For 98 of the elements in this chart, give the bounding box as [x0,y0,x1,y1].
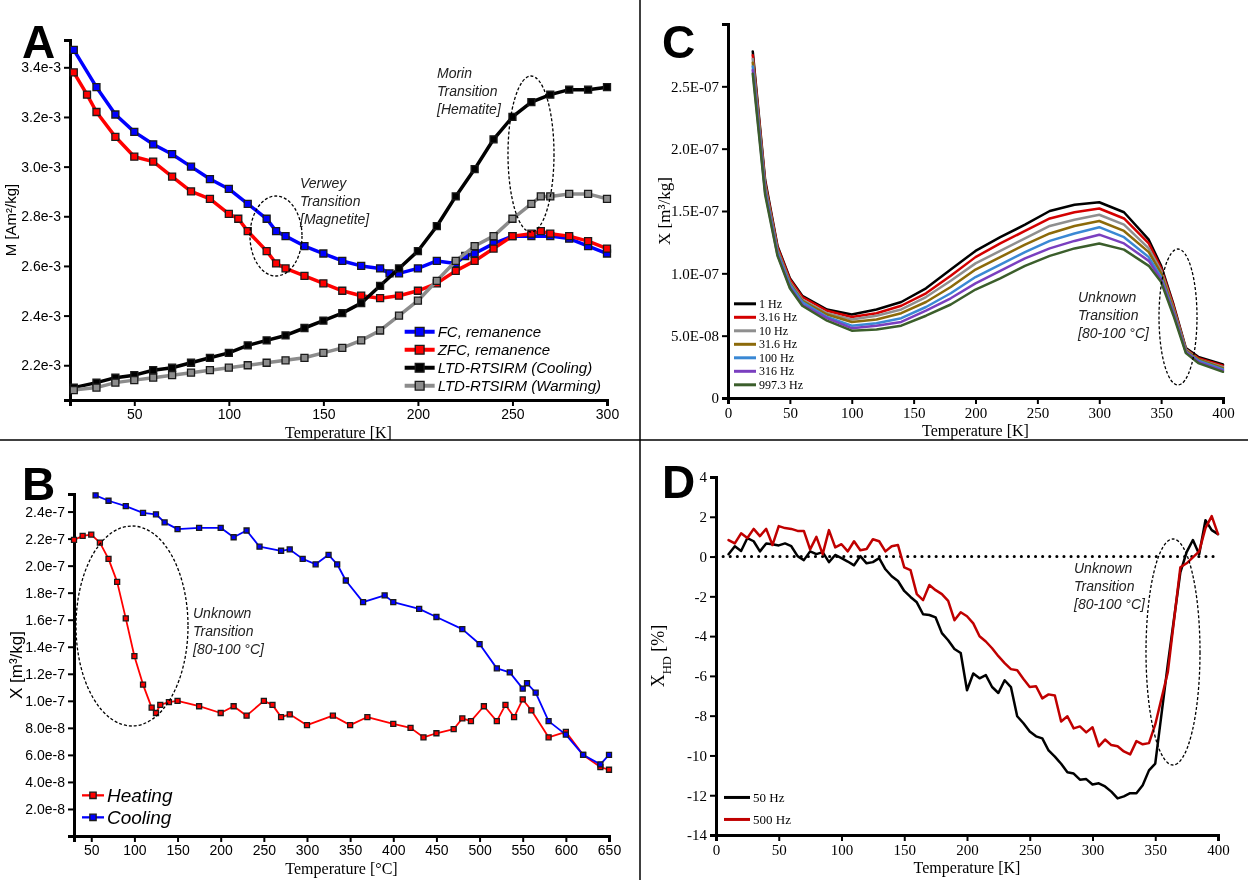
y-tick-label: 4 [699,469,708,486]
x-tick-label: 300 [1088,404,1111,421]
x-tick-label: 200 [964,404,988,421]
y-tick-label: 2 [699,509,707,526]
x-tick-label: 600 [554,841,579,858]
x-axis-title: Temperature [K] [922,422,1029,440]
y-tick-label: 1.0e-7 [25,692,66,709]
annotation: Verwey Transition [Magnetite] [299,175,371,227]
x-tick-label: 350 [1144,841,1167,858]
x-tick-label: 200 [209,841,234,858]
y-tick-label: 3.4e-3 [21,59,62,76]
x-tick-label: 550 [511,841,536,858]
legend-label: 10 Hz [759,324,788,338]
y-tick-label: 2.8e-3 [21,208,62,225]
chart-title: D [662,456,696,508]
x-tick-label: 100 [841,404,864,421]
y-axis-title: X [m³/kg] [655,177,674,245]
y-tick-label: -8 [694,707,707,724]
x-tick-label: 500 [468,841,492,858]
x-tick-label: 200 [406,405,431,422]
x-tick-label: 50 [771,841,787,858]
legend-label: 31.6 Hz [759,337,797,352]
y-tick-label: -4 [694,628,708,645]
x-tick-label: 200 [956,841,979,858]
x-tick-label: 50 [127,405,143,422]
y-tick-label: 3.2e-3 [21,108,62,125]
y-tick-label: 1.5E-07 [671,203,720,220]
y-tick-label: 2.0e-7 [25,557,66,574]
x-axis-title: Temperature [K] [913,859,1021,877]
y-tick-label: -10 [687,747,707,764]
y-tick-label: 0 [711,390,719,407]
legend-label: ZFC, remanence [436,341,551,358]
legend-label: LTD-RTSIRM (Warming) [437,377,601,394]
legend-label: 3.16 Hz [759,310,797,325]
x-tick-label: 100 [217,405,242,422]
legend-label: 50 Hz [753,790,785,805]
x-tick-label: 350 [338,841,363,858]
annotation: Unknown Transition [80-100 °C] [1073,560,1147,612]
y-tick-label: 1.8e-7 [25,584,66,601]
y-tick-label: 2.2e-7 [25,530,66,547]
x-tick-label: 650 [597,841,622,858]
y-tick-label: -14 [687,827,708,844]
x-tick-label: 100 [830,841,854,858]
y-tick-label: 1.0E-07 [671,265,720,282]
x-tick-label: 100 [123,841,147,858]
y-tick-label: 2.4e-3 [21,307,62,324]
y-tick-label: -2 [694,588,707,605]
y-tick-label: 1.2e-7 [25,665,66,682]
y-tick-label: 4.0e-8 [25,773,66,790]
x-tick-label: 250 [501,405,525,422]
y-tick-label: 1.4e-7 [25,638,66,655]
x-tick-label: 0 [724,404,733,421]
x-tick-label: 50 [782,404,798,421]
legend-label: 997.3 Hz [759,378,803,392]
y-axis-title: M [Am²/kg] [2,183,19,257]
x-tick-label: 400 [1212,404,1235,421]
annotation: Unknown Transition [80-100 °C] [1077,289,1151,341]
x-axis-title: Temperature [°C] [285,860,398,878]
legend-label: FC, remanence [437,323,542,340]
legend-label: Heating [107,785,173,806]
legend-label: 100 Hz [759,351,794,365]
x-tick-label: 250 [1019,841,1042,858]
legend-label: 1 Hz [759,297,782,311]
x-tick-label: 250 [252,841,277,858]
chart-title: C [662,16,696,68]
x-tick-label: 250 [1026,404,1050,421]
x-tick-label: 300 [295,841,320,858]
y-tick-label: -6 [694,668,708,685]
y-tick-label: 6.0e-8 [25,746,66,763]
y-tick-label: 2.2e-3 [21,357,62,374]
x-tick-label: 150 [166,841,190,858]
x-tick-label: 150 [902,404,926,421]
y-tick-label: 2.5E-07 [671,78,720,95]
legend-label: 500 Hz [753,812,792,827]
y-tick-label: 3.0e-3 [21,158,62,175]
annotation: Unknown Transition [80-100 °C] [192,605,266,657]
x-tick-label: 400 [382,841,406,858]
legend-label: Cooling [107,807,172,828]
x-tick-label: 150 [893,841,916,858]
y-tick-label: 2.0e-8 [25,800,66,817]
x-tick-label: 300 [595,405,620,422]
x-tick-label: 300 [1081,841,1105,858]
x-tick-label: 400 [1207,841,1230,858]
legend-label: LTD-RTSIRM (Cooling) [437,359,593,376]
y-axis-title: X [m³/kg] [7,630,26,700]
x-tick-label: 150 [312,405,336,422]
annotation: Morin Transition [Hematite] [436,65,502,117]
y-tick-label: 1.6e-7 [25,611,66,628]
y-tick-label: -12 [687,787,707,804]
y-tick-label: 2.6e-3 [21,257,62,274]
x-tick-label: 350 [1150,404,1173,421]
legend-label: 316 Hz [759,364,794,379]
y-tick-label: 2.0E-07 [671,140,720,157]
x-tick-label: 450 [425,841,449,858]
y-tick-label: 0 [699,548,707,565]
y-tick-label: 8.0e-8 [25,719,66,736]
x-tick-label: 50 [83,841,100,858]
y-tick-label: 5.0E-08 [671,327,719,344]
